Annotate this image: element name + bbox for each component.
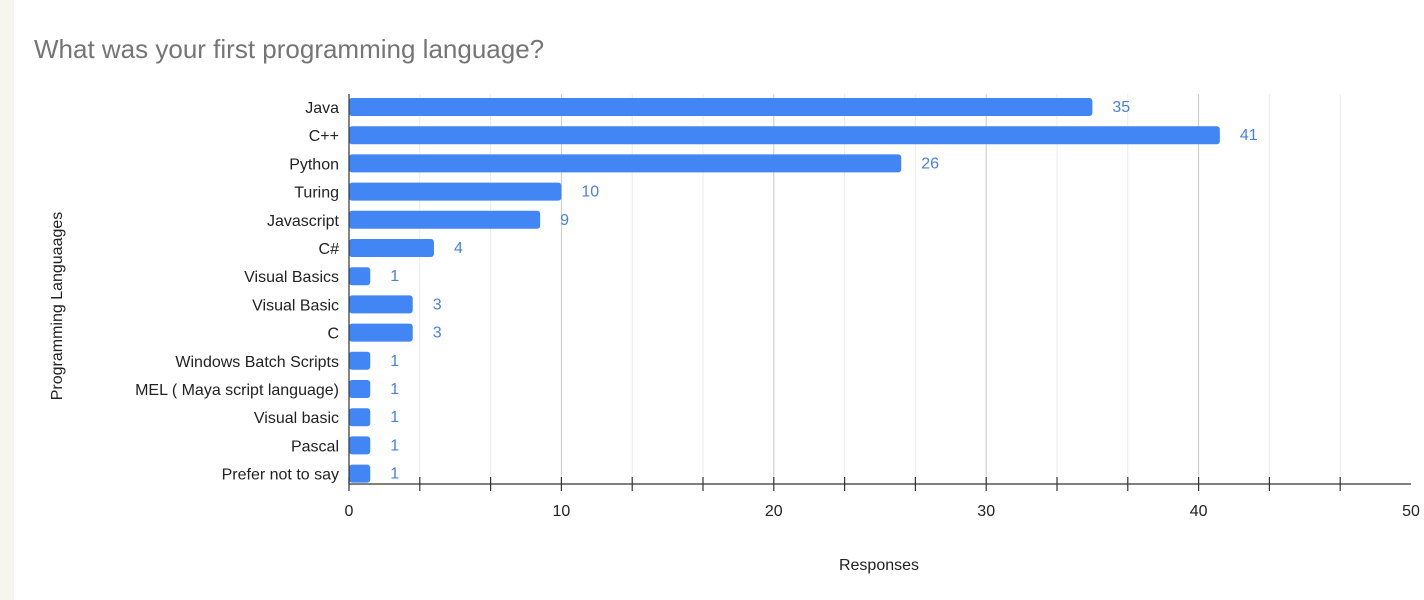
category-label: Visual Basics <box>244 269 339 286</box>
data-label: 3 <box>433 296 442 313</box>
data-label: 1 <box>390 353 399 370</box>
data-label: 26 <box>921 155 939 172</box>
x-tick-label: 40 <box>1190 503 1208 520</box>
bar <box>349 323 413 342</box>
data-label: 3 <box>433 325 442 342</box>
bar <box>349 239 434 257</box>
category-label: Prefer not to say <box>222 467 339 484</box>
category-label: Python <box>289 156 339 173</box>
chart-card: What was your first programming language… <box>14 0 1424 600</box>
x-axis: 0 10 20 30 40 50 <box>345 94 1420 520</box>
data-label: 1 <box>390 409 399 426</box>
bar <box>349 154 902 173</box>
data-label: 4 <box>454 240 463 257</box>
data-label: 35 <box>1112 99 1130 116</box>
category-label: Java <box>305 100 339 117</box>
data-label: 10 <box>581 184 599 201</box>
category-label: C <box>327 326 339 343</box>
bar-chart: What was your first programming language… <box>34 34 1420 574</box>
chart-title: What was your first programming language… <box>34 34 544 64</box>
x-tick-label: 30 <box>977 503 995 520</box>
bar <box>349 436 371 455</box>
bar <box>349 351 371 370</box>
x-tick-label: 50 <box>1402 503 1420 520</box>
bar <box>349 464 371 483</box>
category-label: Windows Batch Scripts <box>175 354 339 371</box>
bar <box>349 210 541 229</box>
data-label: 41 <box>1240 127 1258 144</box>
data-label: 1 <box>390 437 399 454</box>
bar <box>349 408 371 427</box>
data-label: 1 <box>390 268 399 285</box>
category-label: Visual basic <box>254 410 339 427</box>
category-label: Pascal <box>291 438 339 455</box>
category-label: Javascript <box>267 213 340 230</box>
x-tick-label: 0 <box>345 503 354 520</box>
category-label: C# <box>319 241 340 258</box>
data-label: 1 <box>390 381 399 398</box>
bars <box>349 98 1220 483</box>
x-tick-label: 20 <box>765 503 783 520</box>
category-labels: Java C++ Python Turing Javascript C# Visual Ba… <box>135 100 339 484</box>
gridlines <box>419 94 1341 484</box>
data-label: 9 <box>560 212 569 229</box>
x-axis-title: Responses <box>839 557 919 574</box>
category-label: MEL ( Maya script language) <box>135 382 339 399</box>
y-axis-title: Programming Languaages <box>49 212 66 401</box>
bar <box>349 380 371 398</box>
bar <box>349 98 1093 116</box>
bar <box>349 295 413 314</box>
category-label: C++ <box>309 128 339 145</box>
bar <box>349 182 562 201</box>
bar <box>349 126 1220 145</box>
x-tick-label: 10 <box>553 503 571 520</box>
data-label: 1 <box>390 466 399 483</box>
bar <box>349 267 371 286</box>
category-label: Visual Basic <box>252 297 339 314</box>
category-label: Turing <box>294 185 339 202</box>
